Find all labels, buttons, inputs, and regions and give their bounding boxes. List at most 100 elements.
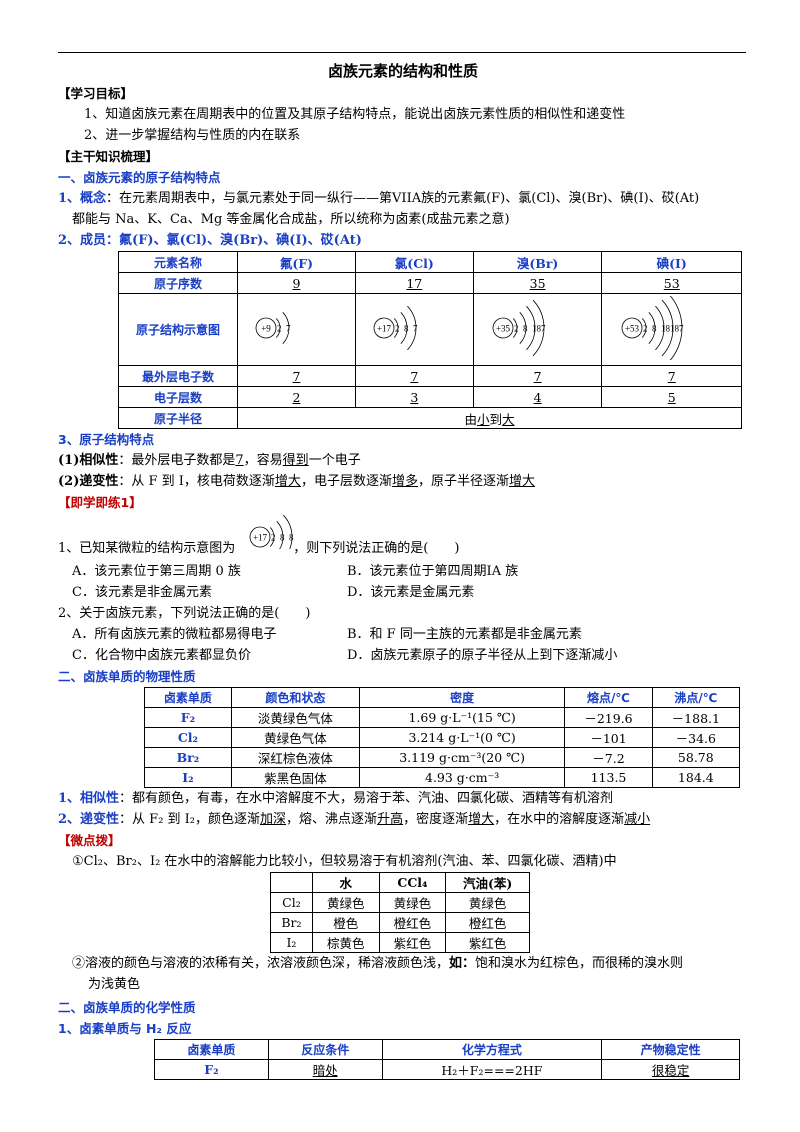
electron-shell-arc	[532, 299, 544, 357]
table-row: I₂ 棕黄色 紫红色 紫红色	[270, 932, 530, 953]
q2-options-row: C．化合物中卤族元素都显负价 D．卤族元素原子的原子半径从上到下逐渐减小	[58, 645, 748, 666]
nucleus-charge: +17	[377, 324, 392, 334]
q1-option-b[interactable]: B．该元素位于第四周期ⅠA 族	[347, 564, 519, 579]
q1-suffix: ，则下列说法正确的是( )	[293, 541, 460, 556]
electron-shell-arc	[407, 305, 417, 351]
question-1: +17 2 8 8 1、已知某微粒的结构示意图为 ，则下列说法正确的是( )	[58, 513, 748, 561]
header-cell: 元素名称	[118, 251, 238, 273]
cell: Cl₂	[270, 892, 313, 913]
q1-option-a[interactable]: A．该元素位于第三周期 0 族	[72, 564, 241, 579]
layer-count: 2	[292, 389, 301, 405]
section1-heading: 一、卤族元素的原子结构特点	[58, 170, 221, 185]
phys-gradation-line: 2、递变性：从 F₂ 到 I₂，颜色逐渐加深，熔、沸点逐渐升高，密度逐渐增大，在…	[58, 812, 651, 827]
atomic-number: 17	[406, 275, 423, 291]
layer-count: 5	[667, 389, 676, 405]
question-2: 2、关于卤族元素，下列说法正确的是( )	[58, 606, 311, 621]
cell: Cl₂	[144, 727, 232, 748]
electron-shell-arc	[276, 318, 281, 338]
table-row: F₂ 淡黄绿色气体 1.69 g·L⁻¹(15 ℃) －219.6 －188.1	[144, 707, 741, 728]
q2-option-a[interactable]: A．所有卤族元素的微粒都易得电子	[72, 627, 277, 642]
table-row: F₂ 暗处 H₂＋F₂===2HF 很稳定	[154, 1059, 740, 1080]
q2-option-d[interactable]: D．卤族元素原子的原子半径从上到下逐渐减小	[347, 648, 618, 663]
cell: 184.4	[651, 767, 741, 788]
cell: 暗处	[312, 1063, 338, 1078]
cell: 58.78	[651, 747, 741, 768]
tip-heading: 【微点拨】	[58, 833, 121, 848]
header-cell: 产物稳定性	[601, 1039, 740, 1060]
shell-electron-count: 8	[404, 324, 409, 334]
row-label: 原子序数	[118, 272, 238, 294]
shell-electron-count: 7	[413, 324, 418, 334]
q2-option-b[interactable]: B．和 F 同一主族的元素都是非金属元素	[347, 627, 582, 642]
cell: 紫黑色固体	[230, 767, 360, 788]
structure-cell: +53 2 8 18 18 7	[601, 293, 742, 366]
q1-prefix: 1、已知某微粒的结构示意图为	[58, 541, 236, 556]
cell: 黄绿色气体	[230, 727, 360, 748]
structure-cell: +35 2 8 18 7	[472, 293, 603, 366]
cell: 3.119 g·cm⁻³(20 ℃)	[358, 747, 566, 768]
header-cell: 颜色和状态	[230, 687, 360, 708]
atomic-number: 53	[663, 275, 680, 291]
header-cell: 熔点/℃	[564, 687, 653, 708]
q1-options-row: C．该元素是非金属元素 D．该元素是金属元素	[58, 582, 748, 603]
q1-option-c[interactable]: C．该元素是非金属元素	[72, 585, 212, 600]
electron-shell-arc	[525, 305, 535, 351]
header-cell: 水	[311, 872, 380, 893]
electron-shell-arc	[276, 521, 284, 549]
cell: －101	[564, 727, 653, 748]
cell: －219.6	[564, 707, 653, 728]
outer-electrons: 7	[533, 368, 542, 384]
table-row: 最外层电子数 7 7 7 7	[118, 365, 742, 387]
members-line: 2、成员：氟(F)、氯(Cl)、溴(Br)、碘(I)、砹(At)	[58, 230, 748, 251]
nucleus-circle	[621, 317, 643, 339]
shell-electron-count: 18	[661, 324, 671, 334]
atom-diagram-i: +53 2 8 18 18 7	[621, 293, 684, 363]
table-header-row: 水 CCl₄ 汽油(苯)	[270, 872, 530, 893]
cell: 黄绿色	[445, 892, 530, 913]
cell: 很稳定	[651, 1063, 690, 1078]
q2-options-row: A．所有卤族元素的微粒都易得电子 B．和 F 同一主族的元素都是非金属元素	[58, 624, 748, 645]
shell-electron-count: 2	[643, 324, 648, 334]
nucleus-circle	[256, 317, 277, 339]
practice-heading: 【即学即练1】	[58, 495, 142, 510]
electron-shell-arc	[283, 514, 293, 549]
shell-electron-count: 7	[679, 324, 684, 334]
q1-options-row: A．该元素位于第三周期 0 族 B．该元素位于第四周期ⅠA 族	[58, 561, 748, 582]
nucleus-charge: +9	[262, 324, 272, 334]
concept-text: ：在元素周期表中，与氯元素处于同一纵行——第VIIA族的元素氟(F)、氯(Cl)…	[106, 191, 700, 206]
shell-electron-count: 2	[271, 533, 276, 543]
table-row: Br₂ 橙色 橙红色 橙红色	[270, 912, 530, 933]
cell: Br₂	[270, 912, 313, 933]
header-cell: 卤素单质	[154, 1039, 269, 1060]
hydrogen-reaction-table: 卤素单质 反应条件 化学方程式 产物稳定性 F₂ 暗处 H₂＋F₂===2HF …	[154, 1039, 740, 1080]
q2-option-c[interactable]: C．化合物中卤族元素都显负价	[72, 648, 251, 663]
table-row: Cl₂ 黄绿色 黄绿色 黄绿色	[270, 892, 530, 913]
cell: I₂	[270, 932, 313, 953]
cell: F₂	[154, 1059, 269, 1080]
header-cell: 密度	[358, 687, 566, 708]
cell: I₂	[144, 767, 232, 788]
q1-option-d[interactable]: D．该元素是金属元素	[347, 585, 475, 600]
row-label: 最外层电子数	[118, 365, 238, 387]
atom-diagram-cl: +17 2 8 7	[373, 305, 418, 351]
shell-electron-count: 8	[289, 533, 294, 543]
cell: H₂＋F₂===2HF	[381, 1059, 603, 1080]
concept-line-2: 都能与 Na、K、Ca、Mg 等金属化合成盐，所以统称为卤素(成盐元素之意)	[72, 212, 510, 227]
electron-shell-arc	[282, 312, 290, 344]
header-cell	[270, 872, 313, 893]
shell-electron-count: 7	[286, 324, 291, 334]
electron-shell-arc	[661, 299, 674, 357]
table-row: 原子半径 由小到大	[118, 407, 742, 429]
header-cell: 溴(Br)	[472, 251, 603, 273]
shell-electron-count: 18	[670, 324, 680, 334]
electron-shell-arc	[641, 318, 647, 338]
nucleus-charge: +53	[625, 324, 640, 334]
shell-electron-count: 8	[280, 533, 285, 543]
similarity-line: (1)相似性：最外层电子数都是7，容易得到一个电子	[58, 453, 361, 468]
members-label: 2、成员：	[58, 233, 120, 248]
row-label: 原子半径	[118, 407, 238, 429]
cell: 深红棕色液体	[230, 747, 360, 768]
features-heading: 3、原子结构特点	[58, 432, 155, 447]
electron-shell-arc	[648, 312, 656, 344]
table-row: Cl₂ 黄绿色气体 3.214 g·L⁻¹(0 ℃) －101 －34.6	[144, 727, 741, 748]
